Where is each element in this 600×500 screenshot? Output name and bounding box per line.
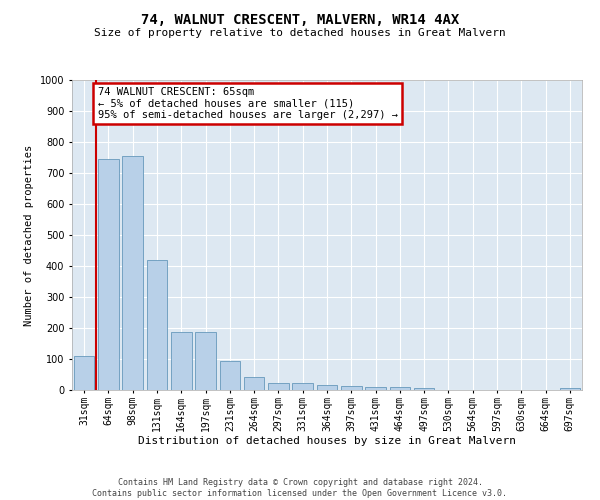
Bar	[146, 260, 167, 390]
Bar	[171, 332, 191, 390]
Bar	[74, 356, 94, 390]
Bar	[365, 387, 386, 390]
Bar	[341, 386, 362, 390]
Text: 74, WALNUT CRESCENT, MALVERN, WR14 4AX: 74, WALNUT CRESCENT, MALVERN, WR14 4AX	[141, 12, 459, 26]
Text: 74 WALNUT CRESCENT: 65sqm
← 5% of detached houses are smaller (115)
95% of semi-: 74 WALNUT CRESCENT: 65sqm ← 5% of detach…	[97, 87, 398, 120]
Text: Size of property relative to detached houses in Great Malvern: Size of property relative to detached ho…	[94, 28, 506, 38]
Bar	[195, 332, 216, 390]
Text: Contains HM Land Registry data © Crown copyright and database right 2024.
Contai: Contains HM Land Registry data © Crown c…	[92, 478, 508, 498]
Bar	[220, 360, 240, 390]
Bar	[268, 383, 289, 390]
Bar	[244, 377, 265, 390]
X-axis label: Distribution of detached houses by size in Great Malvern: Distribution of detached houses by size …	[138, 436, 516, 446]
Bar	[122, 156, 143, 390]
Bar	[317, 386, 337, 390]
Bar	[98, 159, 119, 390]
Bar	[560, 388, 580, 390]
Bar	[414, 388, 434, 390]
Y-axis label: Number of detached properties: Number of detached properties	[25, 144, 34, 326]
Bar	[292, 383, 313, 390]
Bar	[389, 387, 410, 390]
